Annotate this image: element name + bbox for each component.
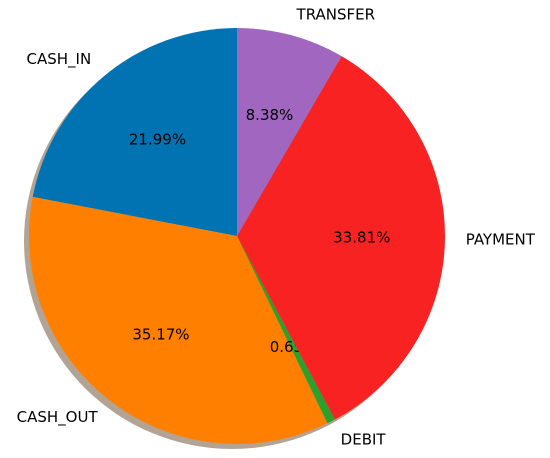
pie-slice <box>29 196 328 445</box>
value-label: 8.38% <box>246 106 294 124</box>
pie-slice <box>32 28 237 236</box>
value-label: 33.81% <box>333 229 390 247</box>
pie-slice <box>237 236 336 424</box>
pie-slice <box>237 56 445 420</box>
value-label: 21.99% <box>129 130 186 148</box>
slice-label: TRANSFER <box>296 6 376 24</box>
slice-label: CASH_IN <box>27 50 92 69</box>
pie-slice <box>237 28 342 236</box>
slice-label: CASH_OUT <box>17 408 99 427</box>
value-label: 35.17% <box>132 325 189 343</box>
slice-label: DEBIT <box>341 430 387 448</box>
slice-label: PAYMENT <box>466 231 536 249</box>
